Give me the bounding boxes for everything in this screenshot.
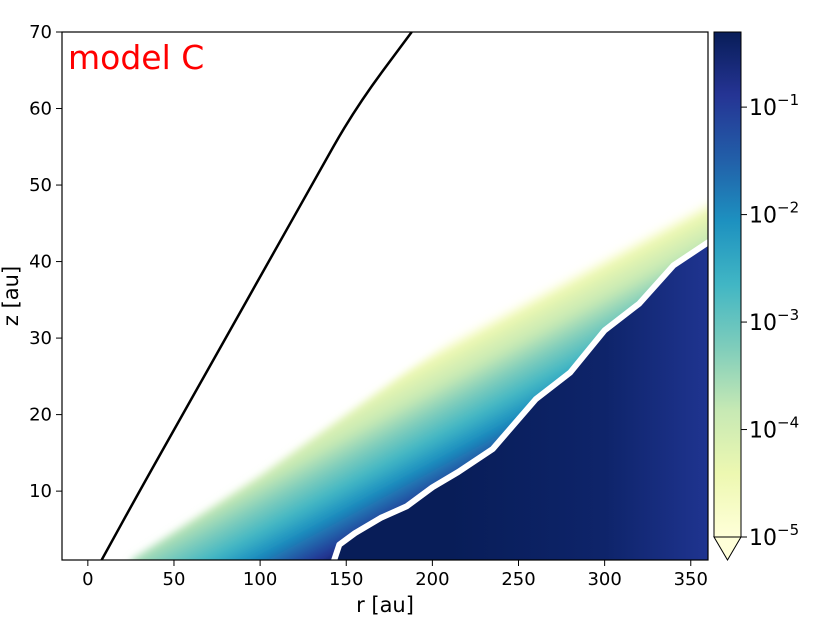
x-tick-label: 0 (82, 569, 93, 590)
black-curve (100, 32, 413, 560)
colorbar-tick-label: 10−1 (749, 91, 799, 121)
colorbar: 10−5 10−4 10−3 10−2 10−1 (713, 31, 799, 561)
y-tick-label: 60 (29, 99, 52, 120)
x-tick-label: 50 (163, 569, 186, 590)
x-axis: 0 50 100 150 200 250 300 350 (82, 560, 708, 590)
x-tick-label: 300 (587, 569, 621, 590)
y-tick-label: 50 (29, 175, 52, 196)
y-tick-label: 10 (29, 481, 52, 502)
emission-core (334, 242, 708, 560)
colorbar-tick-label: 10−2 (749, 199, 799, 229)
plot-frame (61, 31, 709, 561)
x-tick-label: 250 (501, 569, 535, 590)
x-tick-label: 350 (674, 569, 708, 590)
y-tick-label: 70 (29, 22, 52, 43)
plot-area (62, 32, 708, 560)
white-contour (331, 239, 708, 560)
x-axis-label: r [au] (356, 593, 414, 617)
model-annotation: model C (68, 38, 204, 77)
y-tick-label: 40 (29, 252, 52, 273)
colorbar-tick-label: 10−5 (749, 521, 799, 551)
x-tick-label: 150 (329, 569, 363, 590)
colorbar-tick-label: 10−4 (749, 414, 799, 444)
y-tick-label: 20 (29, 405, 52, 426)
colorbar-extend-min (713, 536, 742, 561)
colorbar-frame (713, 31, 742, 537)
x-tick-label: 200 (415, 569, 449, 590)
colorbar-tick-label: 10−3 (749, 306, 799, 336)
y-axis-label: z [au] (0, 266, 23, 326)
colorbar-gradient (714, 32, 741, 537)
x-tick-label: 100 (243, 569, 277, 590)
y-tick-label: 30 (29, 328, 52, 349)
y-axis: 10 20 30 40 50 60 70 (29, 22, 62, 502)
